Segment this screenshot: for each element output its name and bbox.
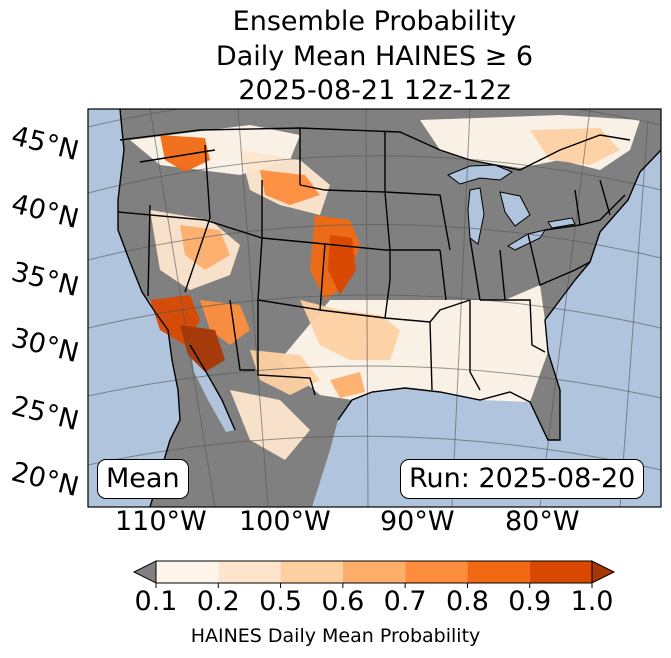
lon-label-90w: 90°W — [380, 506, 455, 537]
title-line-3: 2025-08-21 12z-12z — [238, 75, 511, 106]
mean-label-box: Mean — [97, 459, 189, 499]
colorbar-segment-5 — [467, 561, 530, 583]
state-borders — [117, 127, 631, 396]
probability-region-8 — [330, 372, 365, 398]
colorbar — [132, 560, 616, 588]
colorbar-segment-3 — [342, 561, 406, 583]
probability-region-10 — [200, 300, 250, 345]
colorbar-tick-label: 0.1 — [134, 586, 178, 617]
probability-region-9 — [260, 170, 320, 205]
lake-superior — [446, 164, 514, 185]
probability-region-12 — [160, 135, 210, 172]
run-date-label-box: Run: 2025-08-20 — [400, 459, 645, 499]
colorbar-segment-0 — [156, 561, 219, 583]
colorbar-segment-4 — [405, 561, 468, 583]
pacific-ocean — [88, 109, 180, 507]
lon-label-110w: 110°W — [115, 506, 207, 537]
probability-region-16 — [250, 350, 320, 395]
title-line-2: Daily Mean HAINES ≥ 6 — [215, 41, 534, 72]
colorbar-segment-1 — [218, 561, 281, 583]
colorbar-tick-label: 0.6 — [321, 586, 365, 617]
coastline — [117, 109, 661, 507]
lon-label-100w: 100°W — [239, 506, 331, 537]
colorbar-tick-label: 1.0 — [570, 586, 614, 617]
probability-region-13 — [328, 235, 356, 295]
probability-region-7 — [180, 225, 230, 270]
colorbar-over-arrow — [591, 560, 616, 584]
colorbar-tick-label: 0.9 — [508, 586, 552, 617]
colorbar-tick-label: 0.5 — [259, 586, 303, 617]
colorbar-tick-label: 0.2 — [196, 586, 240, 617]
colorbar-under-arrow — [132, 560, 157, 584]
probability-region-15 — [180, 325, 225, 372]
colorbar-segment-2 — [280, 561, 343, 583]
lake-huron — [499, 191, 531, 227]
lake-michigan — [467, 187, 485, 245]
colorbar-title: HAINES Daily Mean Probability — [190, 625, 481, 647]
probability-region-17 — [230, 390, 310, 460]
title-line-1: Ensemble Probability — [232, 6, 517, 37]
map-frame — [87, 108, 662, 508]
lake-ontario — [547, 217, 576, 229]
colorbar-tick-label: 0.7 — [383, 586, 427, 617]
probability-region-5 — [300, 300, 400, 360]
lon-label-80w: 80°W — [505, 506, 580, 537]
probability-region-6 — [530, 128, 620, 165]
colorbar-outline — [155, 560, 593, 584]
colorbar-tick-label: 0.8 — [445, 586, 489, 617]
colorbar-segment-6 — [529, 561, 592, 583]
